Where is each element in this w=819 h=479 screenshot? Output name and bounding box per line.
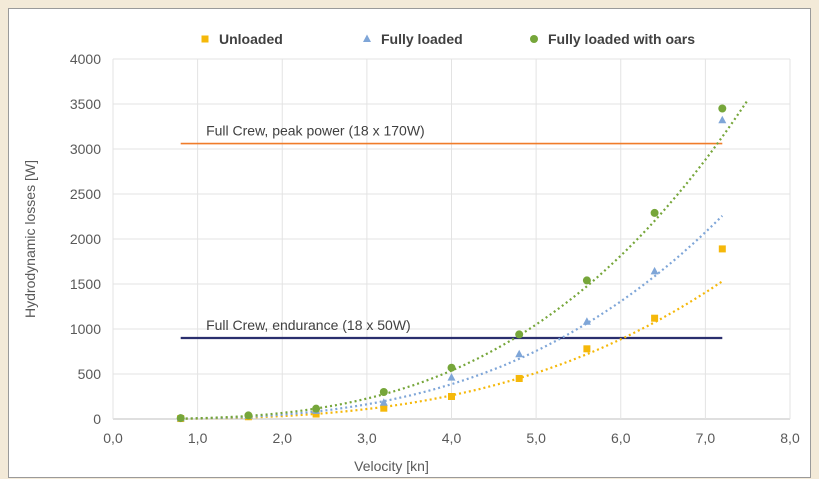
trendline (180, 215, 724, 420)
data-point (176, 414, 185, 423)
x-tick-label: 1,0 (188, 430, 208, 446)
data-point (447, 373, 456, 381)
y-tick-label: 500 (78, 366, 102, 382)
x-tick-label: 4,0 (442, 430, 462, 446)
x-tick-label: 7,0 (696, 430, 716, 446)
y-tick-label: 1500 (70, 276, 101, 292)
data-point (447, 363, 456, 372)
legend-label: Fully loaded with oars (548, 31, 695, 47)
x-axis-ticks: 0,0 1,0 2,0 3,0 4,0 5,0 6,0 7,0 8,0 (103, 430, 800, 446)
legend-marker (530, 35, 538, 43)
reference-line-label: Full Crew, peak power (18 x 170W) (206, 123, 425, 139)
legend-marker (363, 34, 371, 42)
x-tick-label: 0,0 (103, 430, 123, 446)
data-point (380, 404, 388, 412)
data-point (379, 388, 388, 396)
data-point (312, 404, 321, 413)
data-point (583, 345, 591, 353)
data-points (176, 104, 727, 423)
data-point (650, 208, 659, 217)
x-tick-label: 5,0 (526, 430, 546, 446)
y-tick-label: 3500 (70, 96, 101, 112)
y-axis-ticks: 0 500 1000 1500 2000 2500 3000 3500 4000 (70, 51, 101, 427)
y-tick-label: 1000 (70, 321, 101, 337)
legend-label: Fully loaded (381, 31, 463, 47)
reference-line-label: Full Crew, endurance (18 x 50W) (206, 317, 411, 333)
data-point (718, 115, 727, 124)
data-point (582, 276, 591, 285)
chart-frame: 0 500 1000 1500 2000 2500 3000 3500 4000 0,0 1,0 2… (8, 8, 811, 478)
y-tick-label: 2000 (70, 231, 101, 247)
data-point (718, 104, 727, 113)
y-tick-label: 4000 (70, 51, 101, 67)
data-point (312, 410, 320, 418)
data-point (651, 314, 659, 322)
x-tick-label: 3,0 (357, 430, 377, 446)
data-point (650, 266, 659, 275)
legend-label: Unloaded (219, 31, 283, 47)
legend: Unloaded Fully loaded Fully loaded with oa… (201, 31, 695, 47)
trendline (180, 280, 723, 420)
x-axis-title: Velocity [kn] (354, 458, 429, 474)
data-point (582, 317, 591, 325)
hydrodynamic-losses-chart: 0 500 1000 1500 2000 2500 3000 3500 4000 0,0 1,0 2… (22, 31, 800, 474)
data-point (379, 398, 388, 406)
trendline (180, 99, 749, 420)
data-point (515, 375, 523, 382)
legend-marker (201, 35, 209, 43)
y-tick-label: 3000 (70, 141, 101, 157)
y-tick-label: 0 (93, 411, 101, 427)
x-tick-label: 2,0 (273, 430, 293, 446)
data-point (448, 393, 455, 400)
x-tick-label: 6,0 (611, 430, 631, 446)
data-point (515, 330, 524, 339)
data-point (718, 245, 726, 253)
y-tick-label: 2500 (70, 186, 101, 202)
trendlines (180, 99, 749, 420)
y-axis-title: Hydrodynamic losses [W] (22, 160, 38, 318)
grid-lines (112, 58, 791, 420)
data-point (515, 349, 524, 358)
x-tick-label: 8,0 (780, 430, 800, 446)
data-point (244, 411, 253, 420)
reference-lines: Full Crew, peak power (18 x 170W) Full Cr… (180, 123, 723, 340)
